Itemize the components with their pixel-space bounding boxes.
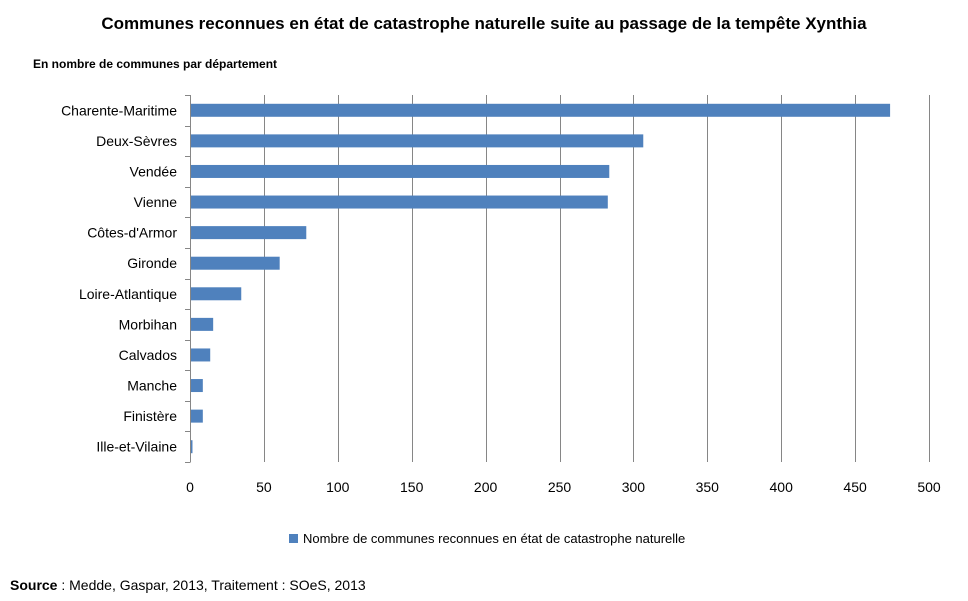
chart-subtitle: En nombre de communes par département — [33, 57, 278, 71]
bar — [191, 103, 891, 117]
x-tick-label: 100 — [326, 479, 350, 495]
y-tick-label: Calvados — [119, 347, 177, 363]
bar — [191, 134, 644, 148]
bar — [191, 226, 307, 240]
y-tick-label: Deux-Sèvres — [96, 133, 177, 149]
y-tick-label: Côtes-d'Armor — [87, 225, 177, 241]
x-tick-label: 0 — [186, 479, 194, 495]
y-axis — [185, 95, 191, 463]
y-tick-labels: Charente-Maritime Deux-Sèvres Vendée Vienne… — [61, 102, 177, 454]
source-note: Source : Medde, Gaspar, 2013, Traitement… — [10, 577, 366, 593]
x-tick-label: 250 — [548, 479, 572, 495]
x-tick-label: 150 — [400, 479, 424, 495]
y-tick-label: Loire-Atlantique — [79, 286, 177, 302]
bar — [191, 287, 242, 301]
y-tick-label: Manche — [127, 378, 177, 394]
bar — [191, 440, 193, 454]
x-tick-label: 300 — [622, 479, 646, 495]
bar — [191, 379, 203, 393]
bar — [191, 348, 211, 362]
x-tick-label: 450 — [843, 479, 867, 495]
source-label: Source — [10, 577, 58, 593]
legend: Nombre de communes reconnues en état de … — [289, 531, 685, 546]
x-tick-label: 400 — [770, 479, 794, 495]
chart-title: Communes reconnues en état de catastroph… — [101, 14, 867, 33]
bar — [191, 409, 203, 423]
y-tick-label: Finistère — [123, 408, 177, 424]
y-tick-label: Vendée — [130, 163, 178, 179]
bar — [191, 317, 214, 331]
legend-swatch — [289, 534, 298, 543]
y-tick-label: Vienne — [134, 194, 178, 210]
source-text: : Medde, Gaspar, 2013, Traitement : SOeS… — [57, 577, 366, 593]
legend-label: Nombre de communes reconnues en état de … — [303, 531, 685, 546]
y-tick-label: Ille-et-Vilaine — [96, 439, 177, 455]
y-tick-label: Gironde — [127, 255, 177, 271]
y-tick-label: Charente-Maritime — [61, 102, 177, 118]
x-tick-label: 50 — [256, 479, 272, 495]
x-tick-labels: 0 50 100 150 200 250 300 350 400 450 500 — [186, 479, 941, 495]
y-tick-label: Morbihan — [119, 316, 177, 332]
bar — [191, 195, 608, 209]
bar — [191, 164, 610, 178]
bar — [191, 256, 280, 270]
x-tick-label: 200 — [474, 479, 498, 495]
x-tick-label: 350 — [696, 479, 720, 495]
gridlines — [264, 95, 930, 462]
bars — [191, 103, 891, 454]
x-tick-label: 500 — [917, 479, 941, 495]
